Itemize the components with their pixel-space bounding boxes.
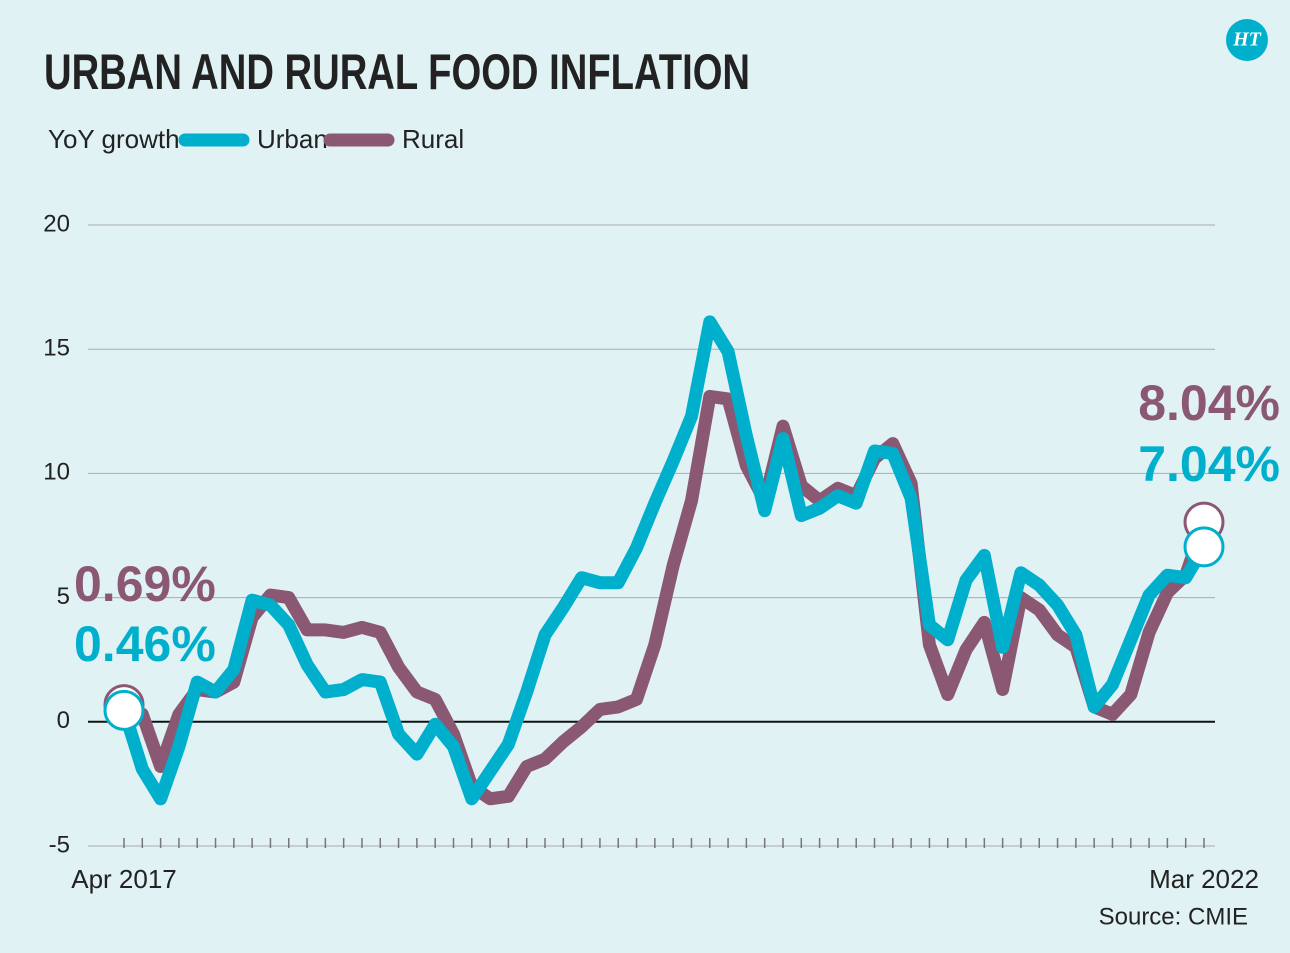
end-marker xyxy=(1183,526,1225,568)
y-axis-label: YoY growth xyxy=(48,124,180,154)
series-line xyxy=(117,315,1211,806)
legend-label: Urban xyxy=(257,124,328,154)
chart-title: URBAN AND RURAL FOOD INFLATION xyxy=(44,44,750,100)
value-label: 0.69% xyxy=(74,556,216,612)
y-tick-label: 20 xyxy=(43,210,70,237)
y-tick-label: 15 xyxy=(43,335,70,362)
end-marker xyxy=(103,689,145,731)
x-tick-label: Apr 2017 xyxy=(71,864,177,894)
y-tick-label: 5 xyxy=(57,583,70,610)
y-tick-label: 0 xyxy=(57,707,70,734)
logo xyxy=(1226,19,1268,61)
logo-text: HT xyxy=(1232,29,1262,51)
legend-label: Rural xyxy=(402,124,464,154)
value-label: 0.46% xyxy=(74,616,216,672)
value-label: 8.04% xyxy=(1138,375,1280,431)
x-tick-label: Mar 2022 xyxy=(1149,864,1259,894)
y-tick-label: 10 xyxy=(43,459,70,486)
source: Source: CMIE xyxy=(1099,903,1248,930)
y-tick-label: -5 xyxy=(49,831,70,858)
series-line xyxy=(117,389,1211,806)
value-label: 7.04% xyxy=(1138,436,1280,492)
